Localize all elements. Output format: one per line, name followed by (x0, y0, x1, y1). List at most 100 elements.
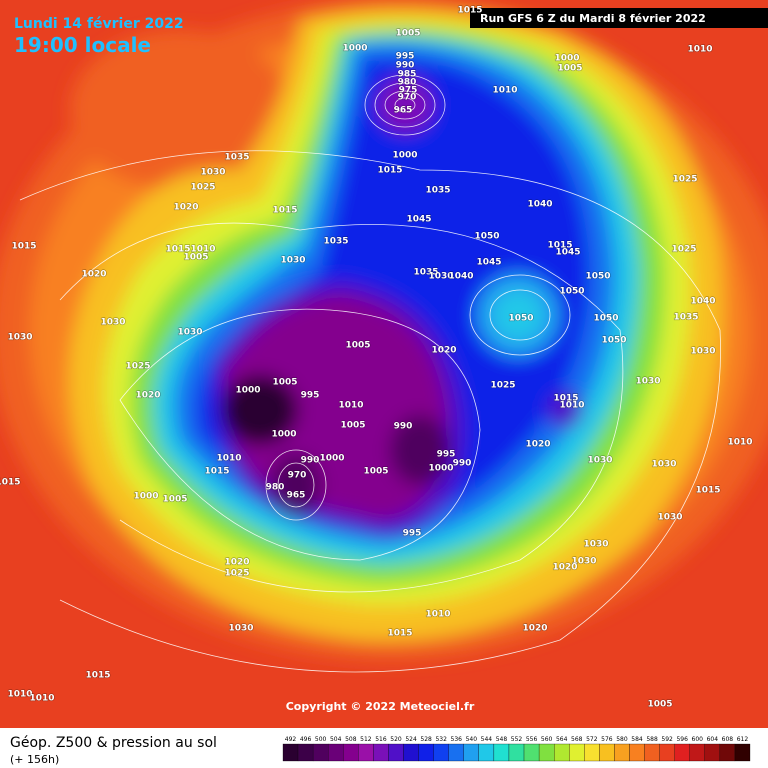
isobar-label: 1025 (224, 569, 249, 579)
legend-swatch (538, 743, 555, 762)
legend-level: 528 (420, 736, 432, 743)
isobar-label: 1010 (216, 454, 241, 464)
isobar-label: 1030 (100, 318, 125, 328)
legend-level: 576 (601, 736, 613, 743)
legend-level: 544 (481, 736, 493, 743)
legend-level: 596 (676, 736, 688, 743)
isobar-label: 1000 (319, 454, 344, 464)
isobar-label: 1050 (559, 287, 584, 297)
isobar-label: 1035 (673, 313, 698, 323)
legend-swatch (659, 743, 675, 762)
isobar-label: 995 (403, 529, 422, 539)
legend-swatch (644, 743, 660, 762)
legend-swatch (719, 743, 736, 762)
legend-level: 588 (646, 736, 658, 743)
isobar-label: 1020 (81, 270, 106, 280)
isobar-label: 1015 (0, 478, 21, 488)
isobar-label: 1035 (413, 268, 438, 278)
isobar-label: 1010 (190, 245, 215, 255)
isobar-label: 1000 (342, 44, 367, 54)
isobar-label: 1010 (338, 401, 363, 411)
run-info: Run GFS 6 Z du Mardi 8 février 2022 (480, 12, 706, 25)
isobar-label: 1030 (571, 557, 596, 567)
isobar-label: 1030 (428, 272, 453, 282)
legend-swatch (297, 743, 314, 762)
isobar-label: 1040 (527, 200, 552, 210)
isobar-label: 990 (301, 456, 320, 466)
isobar-label: 1050 (508, 314, 533, 324)
isobar-label: 995 (396, 52, 415, 62)
legend-swatch (373, 743, 389, 762)
legend-swatch (689, 743, 705, 762)
legend-level: 568 (571, 736, 583, 743)
isobar-label: 1015 (377, 166, 402, 176)
legend-swatch (554, 743, 570, 762)
isobar-label: 1015 (85, 671, 110, 681)
isobar-label: 1010 (7, 690, 32, 700)
isobar-label: 1010 (492, 86, 517, 96)
isobar-label: 1030 (7, 333, 32, 343)
isobar-label: 1035 (425, 186, 450, 196)
isobar-label: 1010 (29, 694, 54, 704)
isobar-label: 1045 (476, 258, 501, 268)
legend-swatch (463, 743, 479, 762)
isobar-label: 975 (399, 86, 418, 96)
isobar-label: 1050 (585, 272, 610, 282)
isobar-label: 1040 (448, 272, 473, 282)
isobar-label: 990 (453, 459, 472, 469)
forecast-time: 19:00 locale (14, 33, 151, 57)
isobar-label: 1010 (727, 438, 752, 448)
isobar-label: 1005 (272, 378, 297, 388)
isobar-label: 1030 (657, 513, 682, 523)
color-legend: 492 496 500 504 508 512 516 520 524 528 532 536 540 5… (282, 736, 751, 762)
isobar-label: 1045 (555, 248, 580, 258)
isobar-label: 990 (394, 422, 413, 432)
legend-swatch (478, 743, 495, 762)
isobar-label: 1010 (425, 610, 450, 620)
legend-level: 560 (541, 736, 553, 743)
isobar-label: 1005 (647, 700, 672, 710)
isobar-label: 1005 (363, 467, 388, 477)
legend-swatch (569, 743, 585, 762)
isobar-label: 1025 (671, 245, 696, 255)
legend-level: 580 (616, 736, 628, 743)
isobar-label: 1010 (559, 401, 584, 411)
legend-level: 532 (435, 736, 447, 743)
isobar-label: 1005 (395, 29, 420, 39)
legend-level: 564 (556, 736, 568, 743)
isobar-label: 1040 (690, 297, 715, 307)
isobar-label: 1025 (190, 183, 215, 193)
legend-level: 520 (390, 736, 402, 743)
legend-swatch (282, 743, 299, 762)
isobar-label: 1020 (173, 203, 198, 213)
isobar-label: 1020 (224, 558, 249, 568)
footer-title: Géop. Z500 & pression au sol (10, 735, 217, 751)
isobar-label: 1015 (695, 486, 720, 496)
isobar-label: 1000 (428, 464, 453, 474)
legend-level: 608 (722, 736, 734, 743)
legend-swatch (403, 743, 419, 762)
isobar-label: 995 (437, 450, 456, 460)
legend-swatch (614, 743, 630, 762)
isobar-label: 1020 (525, 440, 550, 450)
legend-level: 508 (345, 736, 357, 743)
legend-level: 556 (526, 736, 538, 743)
isobar-label: 1015 (387, 629, 412, 639)
isobar-label: 1005 (345, 341, 370, 351)
legend-swatch (734, 743, 751, 762)
isobar-label: 1025 (672, 175, 697, 185)
copyright: Copyright © 2022 Meteociel.fr (286, 700, 475, 713)
isobar-label: 980 (266, 483, 285, 493)
isobar-label: 1000 (554, 54, 579, 64)
isobar-label: 1050 (474, 232, 499, 242)
isobar-labels: 1015100510009959909859809759709651000100… (0, 5, 753, 710)
legend-swatch (493, 743, 510, 762)
isobar-label: 1015 (457, 6, 482, 16)
isobar-label: 1045 (406, 215, 431, 225)
isobar-label: 1010 (687, 45, 712, 55)
legend-swatch (508, 743, 525, 762)
isobar-label: 1025 (490, 381, 515, 391)
isobar-label: 965 (394, 106, 413, 116)
isobar-label: 1020 (431, 346, 456, 356)
